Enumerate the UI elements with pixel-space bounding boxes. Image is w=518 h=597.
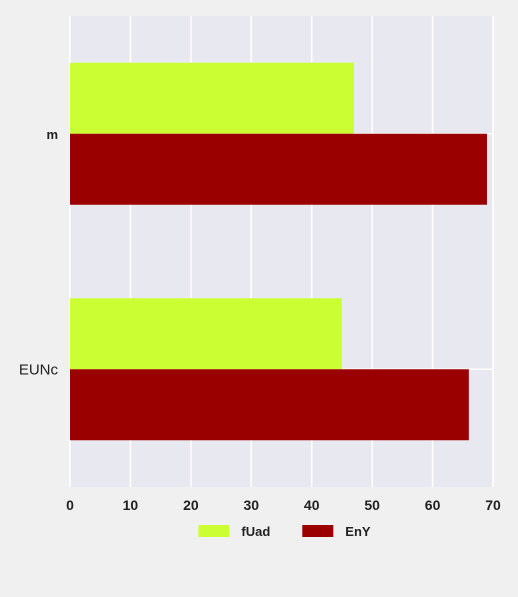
- legend-label: fUad: [241, 524, 270, 539]
- bar-fUad-EUNc: [70, 298, 342, 370]
- x-tick-label: 20: [183, 497, 199, 513]
- legend-label: EnY: [345, 524, 371, 539]
- x-tick-label: 40: [304, 497, 320, 513]
- x-tick-label: 60: [425, 497, 441, 513]
- bar-fUad-m: [70, 62, 355, 134]
- legend-swatch-fUad: [198, 525, 230, 537]
- x-tick-label: 70: [485, 497, 501, 513]
- x-tick-label: 10: [123, 497, 139, 513]
- y-tick-label: m: [46, 127, 58, 142]
- legend-swatch-EnY: [302, 525, 334, 537]
- x-tick-label: 0: [66, 497, 74, 513]
- x-tick-label: 50: [364, 497, 380, 513]
- y-tick-label: EUNc: [19, 361, 59, 378]
- x-tick-label: 30: [243, 497, 259, 513]
- bar-EnY-m: [70, 133, 487, 205]
- bar-EnY-EUNc: [70, 369, 469, 441]
